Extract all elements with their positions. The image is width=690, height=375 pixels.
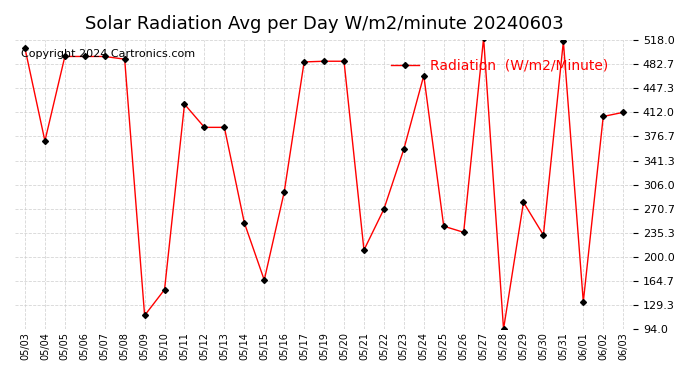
Radiation  (W/m2/Minute) xyxy=(160,287,168,292)
Radiation  (W/m2/Minute) xyxy=(220,125,228,130)
Radiation  (W/m2/Minute) xyxy=(380,207,388,212)
Radiation  (W/m2/Minute) xyxy=(180,102,188,106)
Radiation  (W/m2/Minute) xyxy=(121,57,129,62)
Radiation  (W/m2/Minute) xyxy=(200,125,208,130)
Radiation  (W/m2/Minute) xyxy=(61,54,69,59)
Radiation  (W/m2/Minute) xyxy=(559,39,567,44)
Radiation  (W/m2/Minute) xyxy=(619,110,627,115)
Radiation  (W/m2/Minute) xyxy=(141,313,149,318)
Radiation  (W/m2/Minute) xyxy=(280,190,288,194)
Radiation  (W/m2/Minute) xyxy=(359,248,368,252)
Line: Radiation  (W/m2/Minute): Radiation (W/m2/Minute) xyxy=(23,36,625,331)
Radiation  (W/m2/Minute) xyxy=(41,139,49,143)
Radiation  (W/m2/Minute) xyxy=(81,54,89,59)
Radiation  (W/m2/Minute) xyxy=(520,200,528,205)
Radiation  (W/m2/Minute) xyxy=(101,54,109,59)
Radiation  (W/m2/Minute) xyxy=(300,60,308,64)
Text: Copyright 2024 Cartronics.com: Copyright 2024 Cartronics.com xyxy=(21,49,195,59)
Radiation  (W/m2/Minute) xyxy=(320,59,328,63)
Radiation  (W/m2/Minute) xyxy=(400,147,408,152)
Legend: Radiation  (W/m2/Minute): Radiation (W/m2/Minute) xyxy=(386,53,614,78)
Radiation  (W/m2/Minute) xyxy=(21,46,29,51)
Radiation  (W/m2/Minute) xyxy=(599,114,607,119)
Radiation  (W/m2/Minute) xyxy=(260,278,268,282)
Radiation  (W/m2/Minute) xyxy=(420,73,428,78)
Radiation  (W/m2/Minute) xyxy=(540,233,548,237)
Radiation  (W/m2/Minute) xyxy=(500,327,508,332)
Radiation  (W/m2/Minute) xyxy=(440,224,448,228)
Radiation  (W/m2/Minute) xyxy=(579,300,587,304)
Title: Solar Radiation Avg per Day W/m2/minute 20240603: Solar Radiation Avg per Day W/m2/minute … xyxy=(85,15,564,33)
Radiation  (W/m2/Minute) xyxy=(460,230,468,235)
Radiation  (W/m2/Minute) xyxy=(340,59,348,63)
Radiation  (W/m2/Minute) xyxy=(480,36,488,40)
Radiation  (W/m2/Minute) xyxy=(240,220,248,225)
